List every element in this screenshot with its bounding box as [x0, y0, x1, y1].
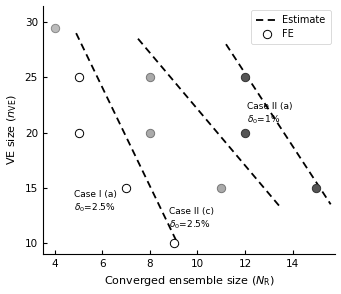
Legend: Estimate, FE: Estimate, FE	[251, 10, 330, 44]
X-axis label: Converged ensemble size ($N_\mathrm{R}$): Converged ensemble size ($N_\mathrm{R}$)	[104, 274, 275, 288]
Y-axis label: VE size ($n_\mathrm{VE}$): VE size ($n_\mathrm{VE}$)	[5, 94, 19, 165]
Text: Case II (a)
$\delta_0$=1%: Case II (a) $\delta_0$=1%	[248, 102, 293, 126]
Text: Case I (a)
$\delta_0$=2.5%: Case I (a) $\delta_0$=2.5%	[74, 190, 117, 214]
Text: Case II (c)
$\delta_0$=2.5%: Case II (c) $\delta_0$=2.5%	[169, 207, 214, 231]
